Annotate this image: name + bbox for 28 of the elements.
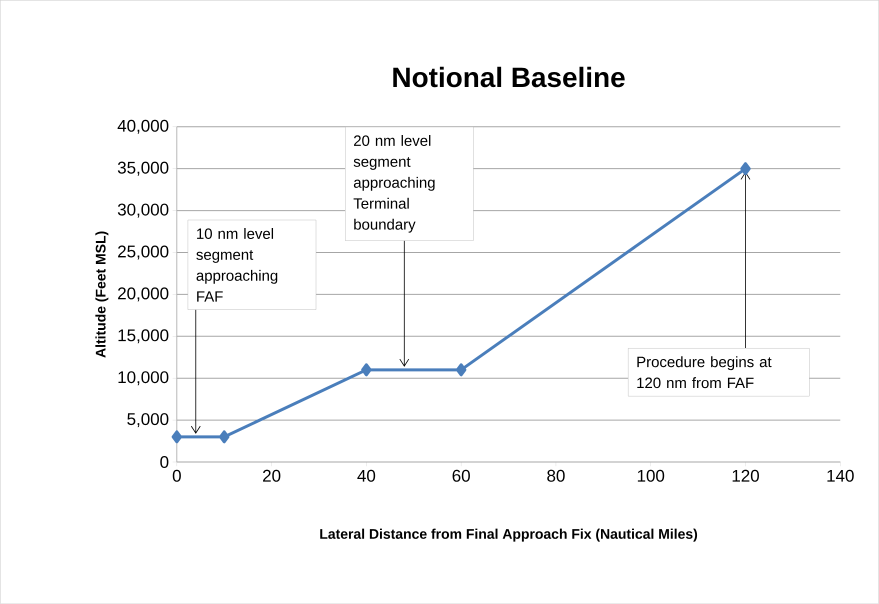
y-axis-title: Altitude (Feet MSL)	[95, 232, 108, 358]
annotation: 20 nm level segment approaching Terminal boundary	[354, 135, 435, 233]
y-tick-label: 30,000	[118, 204, 168, 218]
y-tick-label: 35,000	[118, 162, 168, 176]
x-tick-label: 20	[263, 470, 280, 482]
x-tick-label: 60	[452, 470, 470, 482]
point	[456, 363, 466, 376]
point	[218, 430, 230, 444]
y-tick-label: 20,000	[118, 287, 168, 302]
y-tick-label: 10,000	[118, 371, 168, 386]
y-tick-label: 0	[160, 456, 168, 468]
x-tick-label: 120	[732, 470, 759, 482]
x-tick-label: 0	[172, 470, 181, 482]
chart-title: Notional Baseline	[393, 66, 625, 88]
point	[361, 363, 372, 376]
point	[740, 162, 751, 176]
y-tick-label: 25,000	[118, 246, 168, 260]
y-tick-label: 40,000	[118, 120, 168, 134]
y-tick-label: 15,000	[118, 329, 168, 344]
annotation: Procedure begins at 120 nm from FAF	[637, 356, 772, 388]
x-tick-label: 80	[547, 470, 565, 482]
x-tick-label: 40	[357, 470, 376, 482]
point	[172, 430, 182, 444]
x-axis-title: Lateral Distance from Final Approach Fix (Nautical Miles)	[320, 528, 698, 542]
x-tick-label: 140	[827, 470, 854, 482]
annotation: 10 nm level segment approaching FAF	[196, 228, 278, 302]
y-tick-label: 5,000	[127, 413, 168, 428]
x-tick-label: 100	[638, 470, 664, 482]
